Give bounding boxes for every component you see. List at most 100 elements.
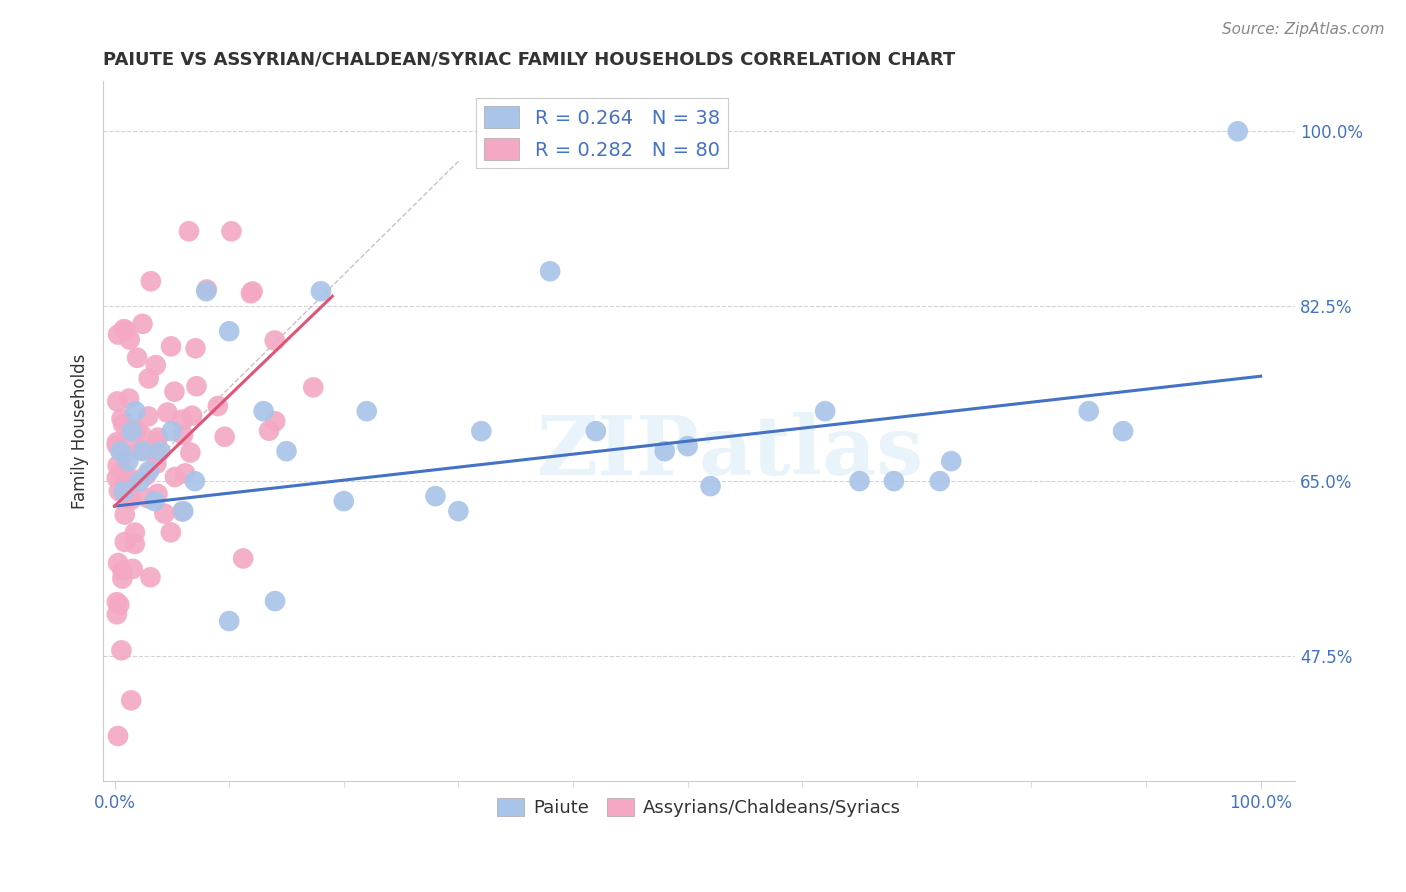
Point bbox=[333, 494, 356, 508]
Point bbox=[218, 324, 240, 338]
Point bbox=[111, 572, 134, 586]
Point bbox=[163, 470, 186, 484]
Point bbox=[172, 413, 194, 427]
Point bbox=[108, 483, 131, 498]
Point bbox=[221, 224, 243, 238]
Point bbox=[114, 435, 136, 450]
Point bbox=[195, 283, 218, 297]
Point bbox=[114, 508, 136, 522]
Point bbox=[163, 384, 186, 399]
Point bbox=[425, 489, 447, 503]
Point bbox=[127, 351, 149, 365]
Point bbox=[118, 392, 141, 406]
Point bbox=[105, 595, 128, 609]
Point bbox=[585, 424, 607, 438]
Point bbox=[124, 423, 146, 437]
Point bbox=[184, 474, 207, 488]
Point bbox=[105, 438, 128, 452]
Point bbox=[179, 445, 201, 459]
Point bbox=[124, 404, 146, 418]
Point bbox=[699, 479, 721, 493]
Point bbox=[181, 409, 204, 423]
Point bbox=[242, 285, 264, 299]
Point bbox=[676, 439, 699, 453]
Point bbox=[232, 551, 254, 566]
Point bbox=[160, 339, 183, 353]
Point bbox=[110, 465, 132, 479]
Point bbox=[1077, 404, 1099, 418]
Point bbox=[470, 424, 492, 438]
Point bbox=[174, 467, 197, 481]
Point bbox=[112, 417, 135, 432]
Point bbox=[128, 474, 150, 488]
Point bbox=[117, 491, 139, 505]
Point bbox=[1112, 424, 1135, 438]
Point bbox=[186, 379, 208, 393]
Point bbox=[107, 556, 129, 570]
Point bbox=[172, 504, 194, 518]
Legend: Paiute, Assyrians/Chaldeans/Syriacs: Paiute, Assyrians/Chaldeans/Syriacs bbox=[489, 790, 908, 824]
Point bbox=[121, 424, 143, 438]
Text: Source: ZipAtlas.com: Source: ZipAtlas.com bbox=[1222, 22, 1385, 37]
Text: atlas: atlas bbox=[699, 412, 924, 492]
Point bbox=[131, 317, 153, 331]
Point bbox=[138, 371, 160, 385]
Point bbox=[107, 458, 129, 473]
Point bbox=[1226, 124, 1249, 138]
Point bbox=[135, 468, 157, 483]
Point bbox=[138, 464, 160, 478]
Point bbox=[195, 285, 218, 299]
Point bbox=[356, 404, 378, 418]
Point bbox=[118, 333, 141, 347]
Point bbox=[160, 424, 183, 438]
Point bbox=[207, 399, 229, 413]
Point bbox=[654, 444, 676, 458]
Point bbox=[114, 323, 136, 337]
Point bbox=[263, 334, 285, 348]
Point bbox=[214, 430, 236, 444]
Point bbox=[107, 729, 129, 743]
Point bbox=[143, 494, 166, 508]
Text: PAIUTE VS ASSYRIAN/CHALDEAN/SYRIAC FAMILY HOUSEHOLDS CORRELATION CHART: PAIUTE VS ASSYRIAN/CHALDEAN/SYRIAC FAMIL… bbox=[103, 51, 956, 69]
Point bbox=[136, 409, 159, 424]
Point bbox=[145, 457, 167, 471]
Point bbox=[112, 484, 135, 499]
Point bbox=[177, 224, 200, 238]
Point bbox=[184, 341, 207, 355]
Point bbox=[120, 493, 142, 508]
Point bbox=[172, 504, 194, 518]
Point bbox=[117, 454, 139, 468]
Point bbox=[112, 447, 135, 461]
Point bbox=[145, 358, 167, 372]
Point bbox=[110, 643, 132, 657]
Point bbox=[110, 444, 132, 458]
Point bbox=[160, 525, 183, 540]
Point bbox=[105, 471, 128, 485]
Point bbox=[883, 474, 905, 488]
Point bbox=[309, 285, 332, 299]
Point bbox=[136, 491, 159, 506]
Point bbox=[146, 487, 169, 501]
Point bbox=[139, 570, 162, 584]
Point bbox=[121, 472, 143, 486]
Point bbox=[105, 394, 128, 409]
Point bbox=[124, 537, 146, 551]
Point bbox=[264, 414, 287, 428]
Point bbox=[538, 264, 561, 278]
Point bbox=[252, 404, 274, 418]
Point bbox=[239, 286, 262, 301]
Point bbox=[218, 614, 240, 628]
Text: ZIP: ZIP bbox=[537, 412, 699, 492]
Point bbox=[156, 406, 179, 420]
Point bbox=[105, 435, 128, 450]
Point bbox=[146, 431, 169, 445]
Point bbox=[145, 446, 167, 460]
Point bbox=[114, 535, 136, 549]
Point bbox=[105, 607, 128, 622]
Point bbox=[139, 274, 162, 288]
Y-axis label: Family Households: Family Households bbox=[72, 353, 89, 508]
Point bbox=[108, 598, 131, 612]
Point bbox=[120, 485, 142, 500]
Point bbox=[302, 380, 325, 394]
Point bbox=[149, 444, 172, 458]
